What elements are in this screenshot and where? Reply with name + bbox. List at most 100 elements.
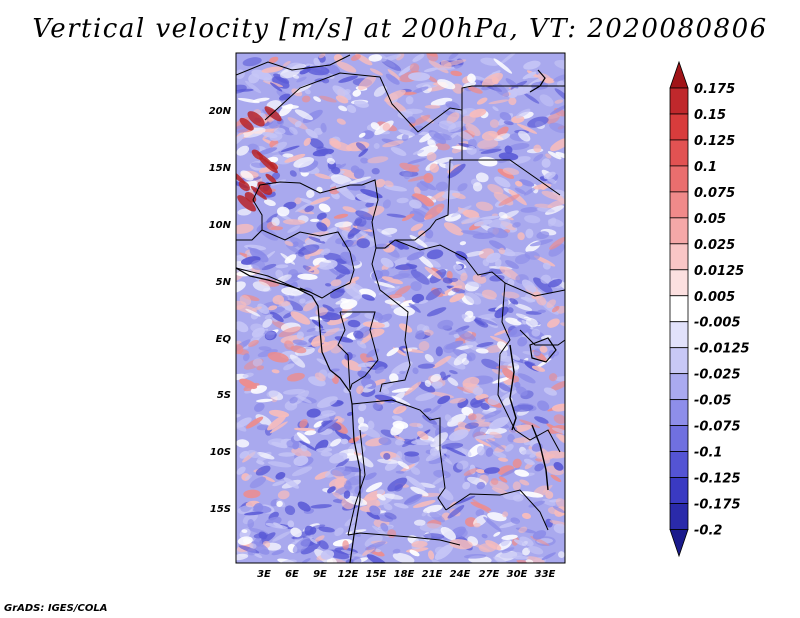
velocity-patch [399, 370, 406, 374]
velocity-patch [343, 284, 363, 299]
velocity-patch [308, 236, 326, 244]
velocity-patch [524, 187, 537, 196]
velocity-patch [441, 442, 464, 450]
velocity-patch [533, 183, 552, 190]
velocity-patch [292, 339, 308, 346]
colorbar-segment [669, 87, 689, 115]
velocity-patch [502, 251, 526, 256]
velocity-patch [353, 330, 364, 339]
velocity-patch [490, 80, 510, 97]
velocity-patch [558, 551, 565, 558]
velocity-patch [342, 540, 349, 550]
velocity-patch [367, 420, 375, 430]
velocity-patch [248, 339, 259, 347]
velocity-patch [447, 120, 465, 133]
velocity-patch [239, 117, 254, 131]
velocity-patch [382, 140, 404, 148]
velocity-patch [331, 166, 341, 175]
velocity-patch [294, 120, 302, 128]
velocity-patch [472, 182, 483, 192]
velocity-patch [320, 418, 339, 432]
velocity-patch [302, 109, 323, 124]
velocity-patch [472, 75, 486, 81]
velocity-patch [385, 73, 400, 85]
velocity-patch [395, 264, 418, 270]
velocity-patch [271, 549, 285, 556]
velocity-patch [336, 61, 357, 73]
colorbar-segment [669, 425, 689, 452]
velocity-patch [549, 104, 565, 115]
velocity-patch [433, 469, 451, 479]
velocity-patch [318, 203, 331, 213]
velocity-patch [443, 222, 464, 236]
velocity-patch [360, 157, 369, 164]
velocity-patch [368, 54, 383, 62]
velocity-patch [551, 305, 560, 313]
velocity-patch [424, 266, 442, 280]
velocity-patch [391, 387, 413, 393]
velocity-patch [553, 462, 564, 471]
velocity-patch [412, 149, 425, 155]
colorbar-segment [669, 139, 689, 167]
velocity-patch [341, 359, 362, 371]
velocity-patch [271, 369, 280, 374]
velocity-patch [463, 81, 477, 88]
lat-label: 5S [217, 390, 231, 401]
velocity-patch [237, 195, 256, 212]
velocity-patch [272, 480, 285, 487]
velocity-patch [447, 505, 465, 519]
velocity-patch [313, 420, 324, 428]
grads-credit: GrADS: IGES/COLA [4, 603, 108, 614]
colorbar-label: 0.075 [694, 186, 735, 201]
velocity-patch [257, 147, 278, 156]
velocity-patch [344, 312, 361, 319]
velocity-patch [330, 279, 342, 287]
velocity-patch [396, 53, 405, 61]
longitude-axis: 3E 6E 9E 12E 15E 18E 21E 24E 27E 30E 33E [257, 569, 555, 580]
velocity-patch [256, 398, 273, 403]
velocity-patch [519, 491, 544, 498]
colorbar-label: 0.15 [694, 108, 726, 123]
velocity-patch [361, 294, 375, 301]
velocity-patch [280, 145, 300, 153]
velocity-patch [274, 127, 286, 135]
colorbar-segment [669, 243, 689, 271]
velocity-patch [508, 143, 530, 150]
velocity-patch [435, 66, 457, 71]
velocity-patch [254, 402, 265, 412]
velocity-patch [265, 173, 277, 184]
velocity-patch [306, 328, 316, 333]
lat-label: 10N [209, 220, 232, 231]
velocity-patch [497, 341, 509, 351]
velocity-patch [460, 272, 468, 282]
velocity-patch [399, 162, 420, 173]
velocity-patch [424, 53, 438, 57]
velocity-patch [393, 405, 407, 415]
velocity-patch [409, 549, 420, 557]
velocity-patch [445, 101, 460, 111]
velocity-patch [543, 387, 557, 396]
velocity-patch [361, 130, 374, 140]
velocity-patch [474, 434, 495, 440]
velocity-patch [305, 128, 318, 139]
velocity-patch [549, 237, 565, 250]
velocity-patch [404, 493, 423, 506]
velocity-patch [475, 509, 485, 517]
velocity-patch [429, 163, 439, 173]
velocity-patch [427, 550, 435, 560]
velocity-patch [357, 455, 374, 468]
colorbar-label: -0.175 [694, 498, 741, 513]
velocity-patch [417, 431, 429, 440]
velocity-patch [453, 264, 463, 270]
velocity-patch [475, 201, 494, 211]
velocity-patch [290, 345, 307, 354]
velocity-patch [316, 212, 327, 220]
velocity-patch [483, 467, 500, 474]
velocity-patch [362, 496, 381, 508]
velocity-patch [382, 382, 394, 390]
velocity-patch [550, 137, 565, 152]
velocity-patch [236, 417, 252, 428]
velocity-patch [467, 138, 477, 149]
velocity-patch [361, 378, 377, 389]
velocity-patch [552, 506, 565, 514]
